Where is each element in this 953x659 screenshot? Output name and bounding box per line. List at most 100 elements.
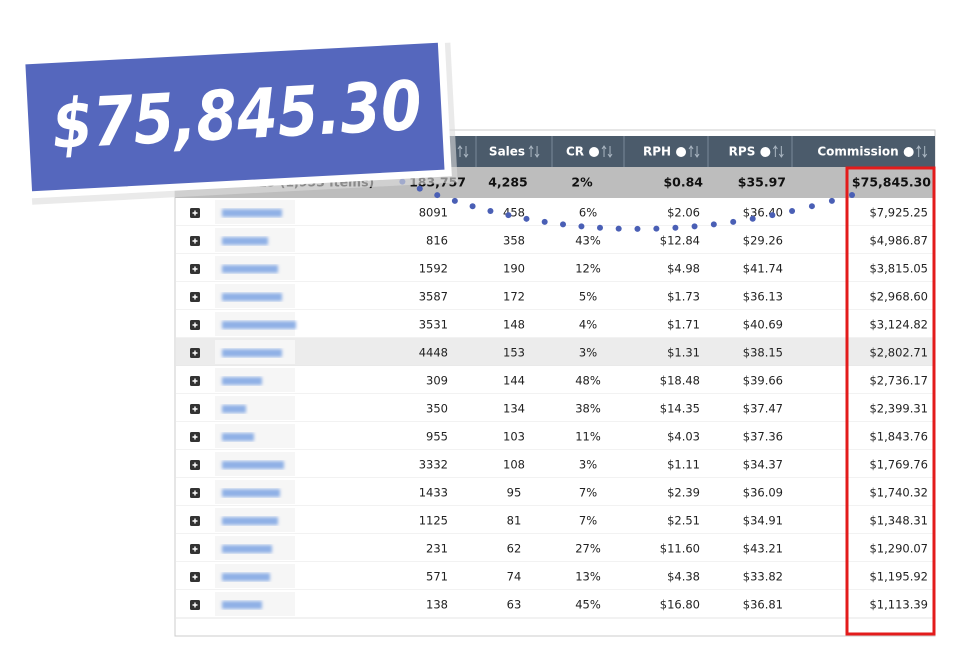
table-cell: 4448: [419, 346, 448, 360]
expand-plus: [192, 294, 198, 300]
table-cell: $18.48: [660, 374, 700, 388]
table-cell: $34.91: [743, 514, 783, 528]
table-cell: 11%: [575, 430, 601, 444]
blurred-name[interactable]: [222, 573, 270, 581]
table-cell: $2,802.71: [869, 346, 928, 360]
table-cell: $36.40: [743, 206, 783, 220]
sort-icon[interactable]: [528, 145, 540, 158]
blurred-name[interactable]: [222, 433, 254, 441]
expand-plus: [192, 350, 198, 356]
table-row: [176, 310, 934, 338]
table-cell: $4.38: [667, 570, 700, 584]
table-cell: 1592: [419, 262, 448, 276]
table-cell: $36.81: [743, 598, 783, 612]
sort-icon[interactable]: [916, 145, 928, 158]
table-cell: $38.15: [743, 346, 783, 360]
table-cell: 43%: [575, 234, 601, 248]
expand-plus: [192, 574, 198, 580]
table-cell: $1,769.76: [869, 458, 928, 472]
expand-plus: [192, 406, 198, 412]
expand-plus: [192, 490, 198, 496]
sort-icon[interactable]: [601, 145, 613, 158]
table-cell: $4,986.87: [869, 234, 928, 248]
highlight-box: [845, 166, 936, 636]
totals-cell: 2%: [571, 175, 593, 190]
blurred-name[interactable]: [222, 517, 278, 525]
table-cell: 231: [426, 542, 448, 556]
column-header[interactable]: CR: [566, 145, 584, 159]
column-header[interactable]: RPH: [643, 145, 671, 159]
table-cell: $43.21: [743, 542, 783, 556]
table-cell: 358: [503, 234, 525, 248]
table-cell: 7%: [579, 486, 597, 500]
blurred-name[interactable]: [222, 545, 272, 553]
table-cell: 62: [507, 542, 522, 556]
table-cell: $1,195.92: [869, 570, 928, 584]
connector-dot: [451, 197, 458, 204]
table-cell: 12%: [575, 262, 601, 276]
sort-icon[interactable]: [688, 145, 700, 158]
blurred-name[interactable]: [222, 405, 246, 413]
blurred-name[interactable]: [222, 321, 296, 329]
table-cell: $2,968.60: [869, 290, 928, 304]
table-cell: $1,843.76: [869, 430, 928, 444]
table-cell: 816: [426, 234, 448, 248]
table-cell: $37.36: [743, 430, 783, 444]
connector-dot: [710, 221, 717, 228]
table-cell: $12.84: [660, 234, 700, 248]
table-cell: $1.31: [667, 346, 700, 360]
column-header[interactable]: Sales: [489, 145, 525, 159]
blurred-name[interactable]: [222, 461, 284, 469]
totals-cell: $0.84: [663, 175, 703, 190]
table-cell: 108: [503, 458, 525, 472]
table-cell: $16.80: [660, 598, 700, 612]
table-row: [176, 338, 934, 366]
table-cell: 1433: [419, 486, 448, 500]
expand-plus: [192, 238, 198, 244]
help-icon: [676, 147, 687, 157]
expand-plus: [192, 378, 198, 384]
table-row: [176, 422, 934, 450]
expand-plus: [192, 518, 198, 524]
sort-icon[interactable]: [457, 145, 469, 158]
table-row: [176, 198, 934, 226]
blurred-name[interactable]: [222, 293, 282, 301]
table-cell: 955: [426, 430, 448, 444]
column-header[interactable]: RPS: [729, 145, 756, 159]
table-cell: $37.47: [743, 402, 783, 416]
table-cell: $3,124.82: [869, 318, 928, 332]
blurred-name[interactable]: [222, 209, 282, 217]
table-row: [176, 450, 934, 478]
blurred-name[interactable]: [222, 265, 278, 273]
expand-plus: [192, 322, 198, 328]
table-cell: $39.66: [743, 374, 783, 388]
table-cell: $2,399.31: [869, 402, 928, 416]
sort-icon[interactable]: [772, 145, 784, 158]
table-cell: 103: [503, 430, 525, 444]
column-header[interactable]: Commission: [817, 145, 898, 159]
table-cell: 48%: [575, 374, 601, 388]
expand-plus: [192, 602, 198, 608]
connector-dot: [672, 224, 679, 231]
connector-dot: [416, 185, 423, 192]
table-cell: 3531: [419, 318, 448, 332]
connector-dot: [634, 225, 641, 232]
table-cell: 148: [503, 318, 525, 332]
blurred-name[interactable]: [222, 237, 268, 245]
blurred-name[interactable]: [222, 489, 280, 497]
table-cell: $1.11: [667, 458, 700, 472]
blurred-name[interactable]: [222, 377, 262, 385]
blurred-name[interactable]: [222, 349, 282, 357]
table-cell: $33.82: [743, 570, 783, 584]
table-cell: 38%: [575, 402, 601, 416]
connector-dot: [505, 212, 512, 219]
connector-dot: [789, 207, 796, 214]
callout-text: $75,845.30: [50, 67, 424, 165]
blurred-name[interactable]: [222, 601, 262, 609]
expand-plus: [192, 210, 198, 216]
table-cell: $2.39: [667, 486, 700, 500]
connector-dot: [541, 218, 548, 225]
table-cell: $1,290.07: [869, 542, 928, 556]
help-icon: [903, 147, 914, 157]
